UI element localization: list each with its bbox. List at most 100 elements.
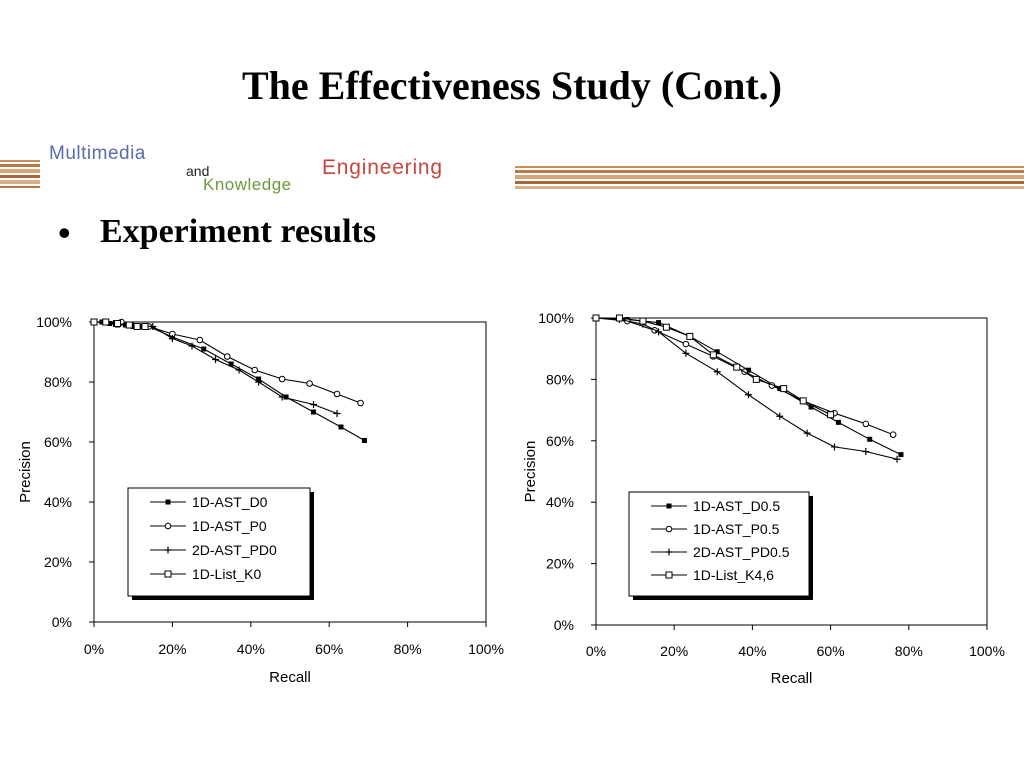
legend-item: 1D-AST_P0: [150, 518, 267, 534]
y-tick-label: 0%: [52, 614, 72, 630]
data-point: [733, 363, 741, 371]
data-point: [656, 320, 662, 326]
bullet-dot: •: [58, 213, 71, 253]
logo: Multimedia and Engineering Knowledge: [40, 140, 515, 202]
y-tick-label: 40%: [546, 494, 574, 510]
logo-multimedia-text: Multimedia: [49, 143, 146, 164]
data-point: [615, 314, 623, 322]
legend: 1D-AST_D0 1D-AST_P0 2D-AST_PD0 1D-List_K0: [127, 487, 314, 600]
data-point: [780, 385, 788, 393]
legend-item: 1D-AST_D0: [150, 494, 268, 510]
data-point: [709, 351, 717, 359]
data-point: [655, 328, 663, 336]
legend-marker: [665, 548, 673, 556]
data-point: [223, 353, 231, 360]
data-point: [592, 314, 600, 322]
legend-marker: [665, 571, 673, 579]
data-point: [311, 409, 317, 415]
legend-label: 1D-List_K4,6: [693, 567, 774, 583]
data-point: [682, 349, 690, 357]
data-point: [90, 318, 98, 326]
data-point: [251, 366, 259, 374]
x-tick-label: 20%: [660, 643, 688, 659]
y-tick-label: 40%: [44, 494, 72, 510]
slide-title: The Effectiveness Study (Cont.): [242, 63, 782, 108]
data-point: [862, 420, 870, 428]
logo-engineering-text: Engineering: [322, 156, 443, 179]
y-axis-title: Precision: [17, 441, 34, 503]
data-point: [188, 342, 196, 350]
x-tick-label: 40%: [738, 643, 766, 659]
legend-item: 1D-List_K4,6: [651, 567, 774, 583]
data-point: [149, 323, 157, 330]
data-point: [361, 438, 367, 443]
data-point: [835, 419, 841, 425]
data-point: [306, 380, 313, 387]
y-tick-label: 100%: [538, 310, 574, 326]
x-tick-label: 40%: [237, 641, 265, 657]
logo-and-text: and: [186, 163, 210, 179]
data-point: [867, 436, 873, 442]
data-point: [125, 321, 133, 329]
data-point: [713, 368, 721, 376]
data-point: [102, 318, 110, 326]
legend-label: 1D-List_K0: [192, 566, 261, 582]
legend-label: 1D-AST_P0.5: [693, 521, 780, 537]
data-point: [168, 335, 176, 342]
x-tick-label: 60%: [315, 641, 343, 657]
data-point: [744, 391, 752, 399]
legend-item: 1D-AST_D0.5: [651, 498, 780, 514]
data-point: [255, 378, 263, 386]
chart-left: 0% 20% 40% 60% 80% 100% 0% 20% 40% 60% 80% 100% Reca…: [17, 314, 504, 686]
legend-label: 1D-AST_D0.5: [693, 498, 780, 514]
data-point: [776, 412, 784, 420]
banner: [0, 140, 1024, 202]
y-tick-label: 20%: [44, 554, 72, 570]
legend-box: [628, 491, 810, 597]
x-tick-label: 100%: [969, 643, 1005, 659]
y-tick-label: 80%: [44, 374, 72, 390]
data-point: [201, 346, 207, 352]
y-axis-title: Precision: [522, 441, 539, 503]
bullet-text: Experiment results: [100, 213, 377, 250]
y-tick-label: 80%: [546, 371, 574, 387]
data-point: [862, 448, 870, 456]
x-tick-label: 0%: [84, 641, 104, 657]
data-point: [827, 411, 835, 419]
data-point: [682, 340, 690, 348]
x-tick-label: 0%: [586, 643, 606, 659]
data-point: [714, 349, 720, 355]
data-point: [662, 323, 670, 331]
x-tick-label: 20%: [158, 641, 186, 657]
x-tick-label: 80%: [394, 641, 422, 657]
x-tick-label: 80%: [895, 643, 923, 659]
data-point: [357, 399, 364, 407]
data-point: [278, 393, 286, 401]
data-point: [893, 455, 901, 463]
data-point: [235, 366, 243, 374]
data-point: [799, 397, 807, 405]
legend-label: 2D-AST_PD0: [192, 542, 277, 558]
data-point: [333, 410, 341, 417]
legend-item: 2D-AST_PD0.5: [651, 544, 790, 560]
legend-marker: [164, 522, 172, 530]
y-tick-label: 100%: [36, 314, 72, 330]
series-1D-List_K0: [90, 318, 149, 330]
data-point: [338, 424, 344, 430]
data-point: [639, 317, 647, 325]
data-point: [310, 401, 318, 408]
series-1D-List_K4,6: [592, 314, 835, 419]
x-tick-label: 60%: [817, 643, 845, 659]
y-tick-label: 0%: [554, 617, 574, 633]
legend-label: 2D-AST_PD0.5: [693, 544, 790, 560]
legend-marker: [165, 499, 171, 505]
data-point: [889, 431, 897, 438]
chart-right: 0% 20% 40% 60% 80% 100% 0% 20% 40% 60% 80% 100% Reca…: [522, 310, 1005, 687]
legend-box: [127, 487, 311, 597]
legend-label: 1D-AST_D0: [192, 494, 268, 510]
data-point: [745, 367, 751, 373]
x-tick-label: 100%: [468, 641, 504, 657]
data-point: [196, 336, 204, 344]
data-point: [803, 429, 811, 437]
legend: 1D-AST_D0.5 1D-AST_P0.5 2D-AST_PD0.5 1D-Lis…: [628, 491, 813, 600]
